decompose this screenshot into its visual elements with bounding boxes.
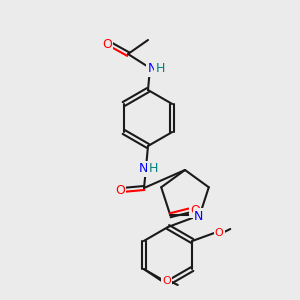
Text: H: H [148,163,158,176]
Text: O: O [215,228,224,238]
Text: O: O [162,276,171,286]
Text: O: O [190,204,200,217]
Text: O: O [102,38,112,52]
Text: N: N [194,210,203,223]
Text: N: N [147,62,157,76]
Text: H: H [155,62,165,76]
Text: O: O [115,184,125,197]
Text: N: N [138,163,148,176]
